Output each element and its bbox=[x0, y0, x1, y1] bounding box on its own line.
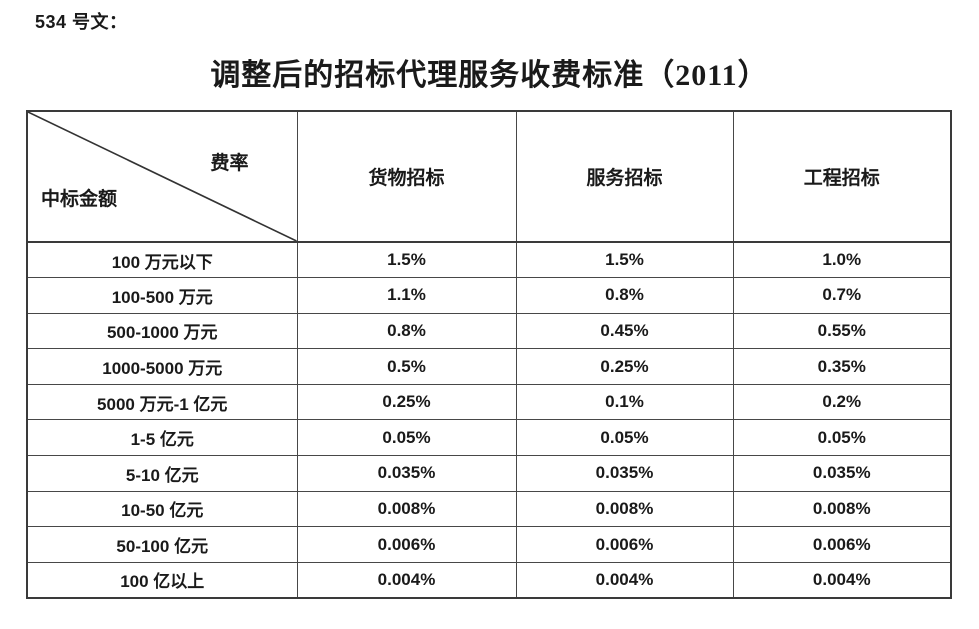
rate-cell: 0.008% bbox=[732, 490, 952, 528]
row-label-cell: 500-1000 万元 bbox=[26, 312, 298, 350]
page-title: 调整后的招标代理服务收费标准（2011） bbox=[210, 59, 769, 92]
table-row: 100 亿以上 0.004% 0.004% 0.004% bbox=[26, 561, 952, 599]
table-row: 1000-5000 万元 0.5% 0.25% 0.35% bbox=[26, 348, 952, 385]
doc-number: 534 号文： bbox=[35, 12, 128, 32]
row-label-cell: 5-10 亿元 bbox=[26, 455, 298, 492]
rate-cell: 0.008% bbox=[515, 490, 734, 528]
table-row: 100-500 万元 1.1% 0.8% 0.7% bbox=[26, 277, 952, 314]
table-row: 500-1000 万元 0.8% 0.45% 0.55% bbox=[26, 312, 952, 350]
table-header: 费率 中标金额 货物招标 服务招标 工程招标 bbox=[26, 110, 952, 243]
row-label-cell: 1-5 亿元 bbox=[26, 419, 298, 457]
column-header-works: 工程招标 bbox=[732, 110, 952, 243]
table-row: 50-100 亿元 0.006% 0.006% 0.006% bbox=[26, 526, 952, 563]
rate-cell: 0.05% bbox=[296, 419, 517, 457]
rate-cell: 0.1% bbox=[515, 383, 734, 421]
rate-cell: 0.006% bbox=[732, 526, 952, 563]
rate-cell: 0.004% bbox=[732, 561, 952, 599]
row-label-cell: 100 万元以下 bbox=[26, 241, 298, 279]
rate-cell: 0.006% bbox=[296, 526, 517, 563]
rate-cell: 1.0% bbox=[732, 241, 952, 279]
table-body: 100 万元以下 1.5% 1.5% 1.0% 100-500 万元 1.1% 0.8% 0.… bbox=[26, 241, 952, 599]
rate-cell: 0.7% bbox=[732, 277, 952, 314]
rate-cell: 0.55% bbox=[732, 312, 952, 350]
table-row: 1-5 亿元 0.05% 0.05% 0.05% bbox=[26, 419, 952, 457]
corner-header-cell: 费率 中标金额 bbox=[26, 110, 298, 243]
rate-cell: 0.25% bbox=[296, 383, 517, 421]
rate-cell: 0.035% bbox=[296, 455, 517, 492]
rate-cell: 0.5% bbox=[296, 348, 517, 385]
rate-cell: 0.8% bbox=[296, 312, 517, 350]
column-header-goods: 货物招标 bbox=[296, 110, 517, 243]
column-header-services: 服务招标 bbox=[515, 110, 734, 243]
row-label-cell: 5000 万元-1 亿元 bbox=[26, 383, 298, 421]
row-label-cell: 100 亿以上 bbox=[26, 561, 298, 599]
table-row: 5000 万元-1 亿元 0.25% 0.1% 0.2% bbox=[26, 383, 952, 421]
rate-cell: 0.8% bbox=[515, 277, 734, 314]
rate-cell: 1.1% bbox=[296, 277, 517, 314]
header-row: 费率 中标金额 货物招标 服务招标 工程招标 bbox=[26, 110, 952, 243]
row-label-cell: 100-500 万元 bbox=[26, 277, 298, 314]
rate-cell: 0.035% bbox=[515, 455, 734, 492]
rate-cell: 1.5% bbox=[296, 241, 517, 279]
rate-cell: 0.035% bbox=[732, 455, 952, 492]
rate-cell: 0.05% bbox=[515, 419, 734, 457]
rate-cell: 0.2% bbox=[732, 383, 952, 421]
table-row: 10-50 亿元 0.008% 0.008% 0.008% bbox=[26, 490, 952, 528]
rate-cell: 0.05% bbox=[732, 419, 952, 457]
row-label-cell: 10-50 亿元 bbox=[26, 490, 298, 528]
table-row: 5-10 亿元 0.035% 0.035% 0.035% bbox=[26, 455, 952, 492]
fee-standard-table: 费率 中标金额 货物招标 服务招标 工程招标 100 万元以下 1.5% 1.5% 1… bbox=[26, 110, 952, 599]
row-label-cell: 50-100 亿元 bbox=[26, 526, 298, 563]
rate-cell: 0.45% bbox=[515, 312, 734, 350]
rate-cell: 0.35% bbox=[732, 348, 952, 385]
table-row: 100 万元以下 1.5% 1.5% 1.0% bbox=[26, 241, 952, 279]
rate-cell: 0.004% bbox=[296, 561, 517, 599]
rate-cell: 0.006% bbox=[515, 526, 734, 563]
diagonal-divider-line bbox=[28, 112, 297, 241]
corner-label-rate: 费率 bbox=[210, 153, 249, 174]
row-label-cell: 1000-5000 万元 bbox=[26, 348, 298, 385]
rate-cell: 0.25% bbox=[515, 348, 734, 385]
rate-cell: 1.5% bbox=[515, 241, 734, 279]
rate-cell: 0.008% bbox=[296, 490, 517, 528]
rate-cell: 0.004% bbox=[515, 561, 734, 599]
corner-label-amount: 中标金额 bbox=[41, 189, 118, 210]
